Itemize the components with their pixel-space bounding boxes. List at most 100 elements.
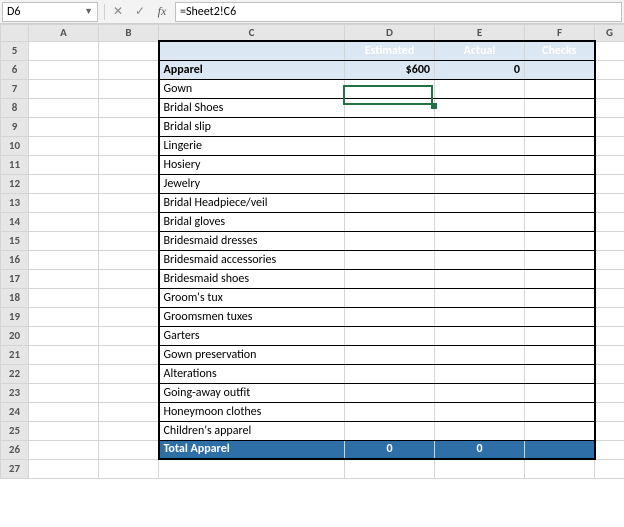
category-label[interactable]: Apparel — [159, 60, 345, 79]
cell[interactable] — [99, 326, 159, 345]
item-label[interactable]: Lingerie — [159, 136, 345, 155]
row-header[interactable]: 11 — [1, 155, 29, 174]
cell[interactable] — [595, 421, 624, 440]
total-estimated[interactable]: 0 — [345, 440, 435, 459]
item-label[interactable]: Hosiery — [159, 155, 345, 174]
item-actual[interactable] — [435, 79, 525, 98]
cell[interactable] — [29, 383, 99, 402]
cell[interactable] — [345, 459, 435, 478]
item-actual[interactable] — [435, 193, 525, 212]
item-checks[interactable] — [525, 345, 595, 364]
cell[interactable] — [29, 440, 99, 459]
cell[interactable] — [99, 250, 159, 269]
cell[interactable] — [595, 79, 624, 98]
item-estimated[interactable] — [345, 136, 435, 155]
item-estimated[interactable] — [345, 98, 435, 117]
cell[interactable] — [595, 212, 624, 231]
row-header[interactable]: 18 — [1, 288, 29, 307]
item-estimated[interactable] — [345, 364, 435, 383]
row-header[interactable]: 12 — [1, 174, 29, 193]
row-header[interactable]: 13 — [1, 193, 29, 212]
cell[interactable] — [99, 212, 159, 231]
row-header[interactable]: 10 — [1, 136, 29, 155]
item-actual[interactable] — [435, 383, 525, 402]
item-actual[interactable] — [435, 136, 525, 155]
item-label[interactable]: Bridal Headpiece/veil — [159, 193, 345, 212]
item-checks[interactable] — [525, 326, 595, 345]
item-checks[interactable] — [525, 174, 595, 193]
cell[interactable] — [99, 459, 159, 478]
total-checks[interactable] — [525, 440, 595, 459]
cell[interactable] — [595, 155, 624, 174]
row-header[interactable]: 19 — [1, 307, 29, 326]
cell[interactable] — [29, 421, 99, 440]
cell[interactable] — [595, 98, 624, 117]
cell[interactable] — [29, 269, 99, 288]
enter-icon[interactable]: ✓ — [129, 2, 151, 22]
item-actual[interactable] — [435, 231, 525, 250]
cell[interactable] — [99, 402, 159, 421]
cell[interactable] — [99, 41, 159, 60]
item-actual[interactable] — [435, 364, 525, 383]
item-estimated[interactable] — [345, 383, 435, 402]
cell[interactable] — [29, 41, 99, 60]
row-header[interactable]: 27 — [1, 459, 29, 478]
cell[interactable] — [99, 364, 159, 383]
item-label[interactable]: Groomsmen tuxes — [159, 307, 345, 326]
item-checks[interactable] — [525, 383, 595, 402]
col-header-F[interactable]: F — [525, 25, 595, 42]
row-header[interactable]: 9 — [1, 117, 29, 136]
item-actual[interactable] — [435, 98, 525, 117]
item-actual[interactable] — [435, 402, 525, 421]
row-header[interactable]: 23 — [1, 383, 29, 402]
item-estimated[interactable] — [345, 250, 435, 269]
item-actual[interactable] — [435, 174, 525, 193]
cell[interactable] — [99, 421, 159, 440]
cell[interactable] — [595, 117, 624, 136]
cell[interactable] — [595, 269, 624, 288]
item-estimated[interactable] — [345, 193, 435, 212]
cell[interactable] — [99, 136, 159, 155]
item-label[interactable]: Bridal gloves — [159, 212, 345, 231]
col-header-A[interactable]: A — [29, 25, 99, 42]
cell[interactable] — [29, 364, 99, 383]
cell[interactable] — [595, 193, 624, 212]
item-actual[interactable] — [435, 155, 525, 174]
item-estimated[interactable] — [345, 212, 435, 231]
item-checks[interactable] — [525, 421, 595, 440]
cell[interactable] — [29, 459, 99, 478]
cell[interactable] — [99, 440, 159, 459]
cell[interactable] — [99, 231, 159, 250]
item-label[interactable]: Going-away outfit — [159, 383, 345, 402]
cell[interactable] — [29, 136, 99, 155]
item-actual[interactable] — [435, 307, 525, 326]
cell[interactable] — [99, 155, 159, 174]
item-label[interactable]: Groom's tux — [159, 288, 345, 307]
cell[interactable] — [159, 41, 345, 60]
cell[interactable] — [595, 231, 624, 250]
col-header-C[interactable]: C — [159, 25, 345, 42]
row-header[interactable]: 17 — [1, 269, 29, 288]
cell[interactable] — [99, 117, 159, 136]
item-label[interactable]: Gown preservation — [159, 345, 345, 364]
cell[interactable] — [595, 307, 624, 326]
item-checks[interactable] — [525, 193, 595, 212]
item-checks[interactable] — [525, 98, 595, 117]
item-checks[interactable] — [525, 269, 595, 288]
row-header[interactable]: 15 — [1, 231, 29, 250]
col-header-G[interactable]: G — [595, 25, 624, 42]
item-checks[interactable] — [525, 231, 595, 250]
cancel-icon[interactable]: ✕ — [107, 2, 129, 22]
row-header[interactable]: 25 — [1, 421, 29, 440]
item-estimated[interactable] — [345, 155, 435, 174]
item-estimated[interactable] — [345, 288, 435, 307]
item-estimated[interactable] — [345, 174, 435, 193]
cell[interactable] — [595, 459, 624, 478]
cell[interactable] — [29, 193, 99, 212]
cell[interactable] — [595, 136, 624, 155]
item-estimated[interactable] — [345, 421, 435, 440]
item-actual[interactable] — [435, 326, 525, 345]
row-header[interactable]: 21 — [1, 345, 29, 364]
cell[interactable] — [595, 250, 624, 269]
cell[interactable] — [595, 383, 624, 402]
